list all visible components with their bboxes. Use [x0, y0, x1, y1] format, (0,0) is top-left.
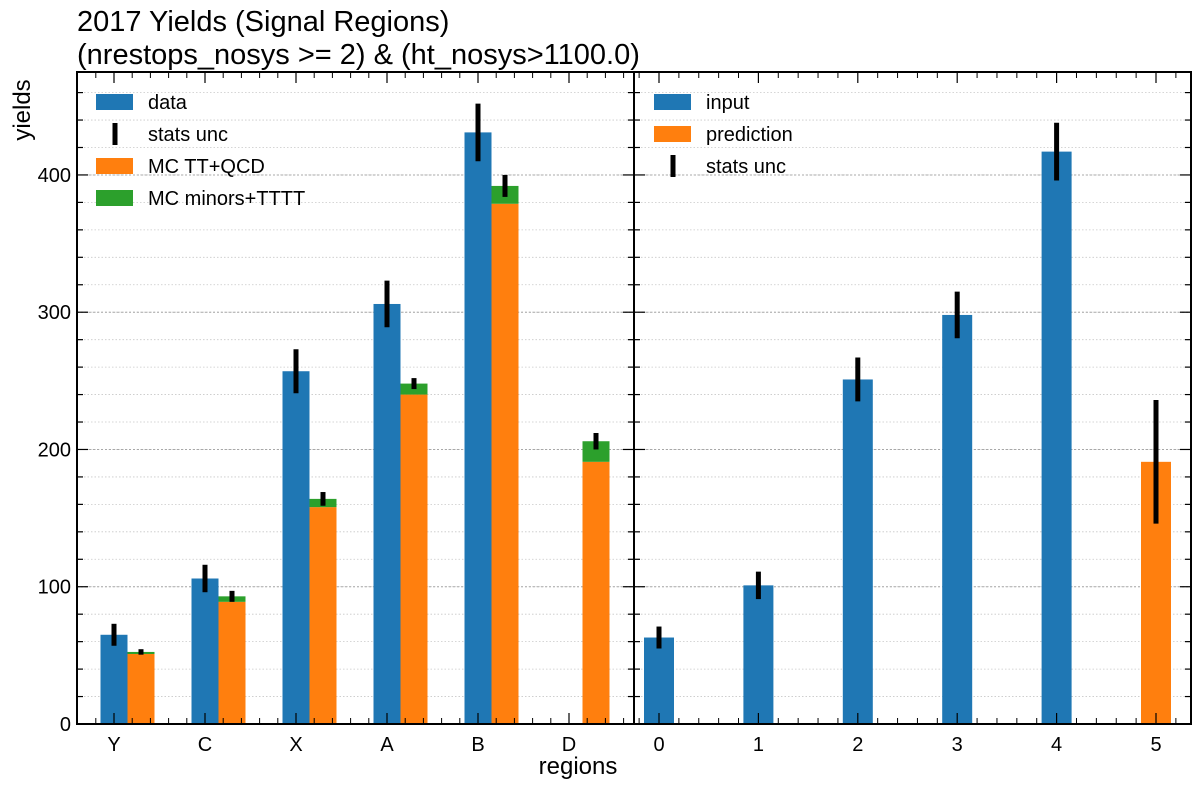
- legend-swatch-orange: [654, 126, 691, 142]
- x-tick-label: 5: [1150, 734, 1161, 756]
- bar-data: [464, 132, 492, 725]
- bar-mc-ttqcd: [309, 507, 337, 724]
- bar-data: [100, 634, 128, 724]
- y-tick-label: 0: [60, 714, 71, 736]
- bar-mc-ttqcd: [400, 394, 428, 724]
- x-tick-label: B: [471, 734, 484, 756]
- x-tick-label: 4: [1051, 734, 1062, 756]
- ticks-layer: Y C X A B D 0 1 2 3 4 5 0 100 200 300 400: [38, 72, 1191, 756]
- bar-mc-minors: [582, 441, 610, 462]
- y-tick-label: 200: [38, 439, 71, 461]
- bar-data: [373, 303, 401, 724]
- legends-layer: data stats unc MC TT+QCD MC minors+TTTT inpu…: [96, 92, 793, 210]
- legend-swatch-blue: [654, 94, 691, 110]
- legend-label: MC minors+TTTT: [148, 188, 305, 210]
- legend-label: MC TT+QCD: [148, 156, 265, 178]
- x-tick-label: 0: [653, 734, 664, 756]
- bar-input: [942, 314, 973, 724]
- error-bars-layer: [111, 103, 1159, 655]
- bar-input: [1041, 151, 1072, 725]
- bar-mc-ttqcd: [582, 461, 610, 724]
- legend-swatch-green: [96, 190, 133, 206]
- legend-label: stats unc: [706, 156, 786, 178]
- bar-data: [282, 371, 310, 724]
- bar-mc-ttqcd: [127, 653, 155, 724]
- x-tick-label: 1: [753, 734, 764, 756]
- x-tick-label: 3: [952, 734, 963, 756]
- x-tick-label: X: [289, 734, 302, 756]
- legend-swatch-blue: [96, 94, 133, 110]
- axes-frames: [76, 71, 1192, 725]
- legend-label: stats unc: [148, 124, 228, 146]
- bar-mc-ttqcd: [491, 203, 519, 724]
- chart-title-line1: 2017 Yields (Signal Regions): [77, 6, 449, 38]
- grid-lines: [77, 92, 1191, 697]
- bar-input: [842, 379, 873, 724]
- y-tick-label: 400: [38, 165, 71, 187]
- legend-label: input: [706, 92, 750, 114]
- x-tick-label: 2: [852, 734, 863, 756]
- bar-input: [644, 637, 674, 724]
- legend-label: data: [148, 92, 188, 114]
- y-tick-label: 300: [38, 302, 71, 324]
- axes-frame-2: [633, 71, 1192, 725]
- legend-label: prediction: [706, 124, 793, 146]
- x-tick-label: C: [198, 734, 212, 756]
- bars-layer: [100, 132, 1171, 725]
- legend-swatch-orange: [96, 158, 133, 174]
- y-axis-label: yields: [9, 79, 36, 140]
- bar-data: [191, 578, 219, 724]
- chart-title-line2: (nrestops_nosys >= 2) & (ht_nosys>1100.0…: [77, 39, 640, 71]
- x-tick-label: A: [380, 734, 394, 756]
- x-tick-label: D: [562, 734, 576, 756]
- x-axis-label: regions: [539, 753, 618, 780]
- bar-input: [743, 585, 774, 724]
- bar-mc-ttqcd: [218, 601, 246, 724]
- x-tick-label: Y: [107, 734, 120, 756]
- y-tick-label: 100: [38, 577, 71, 599]
